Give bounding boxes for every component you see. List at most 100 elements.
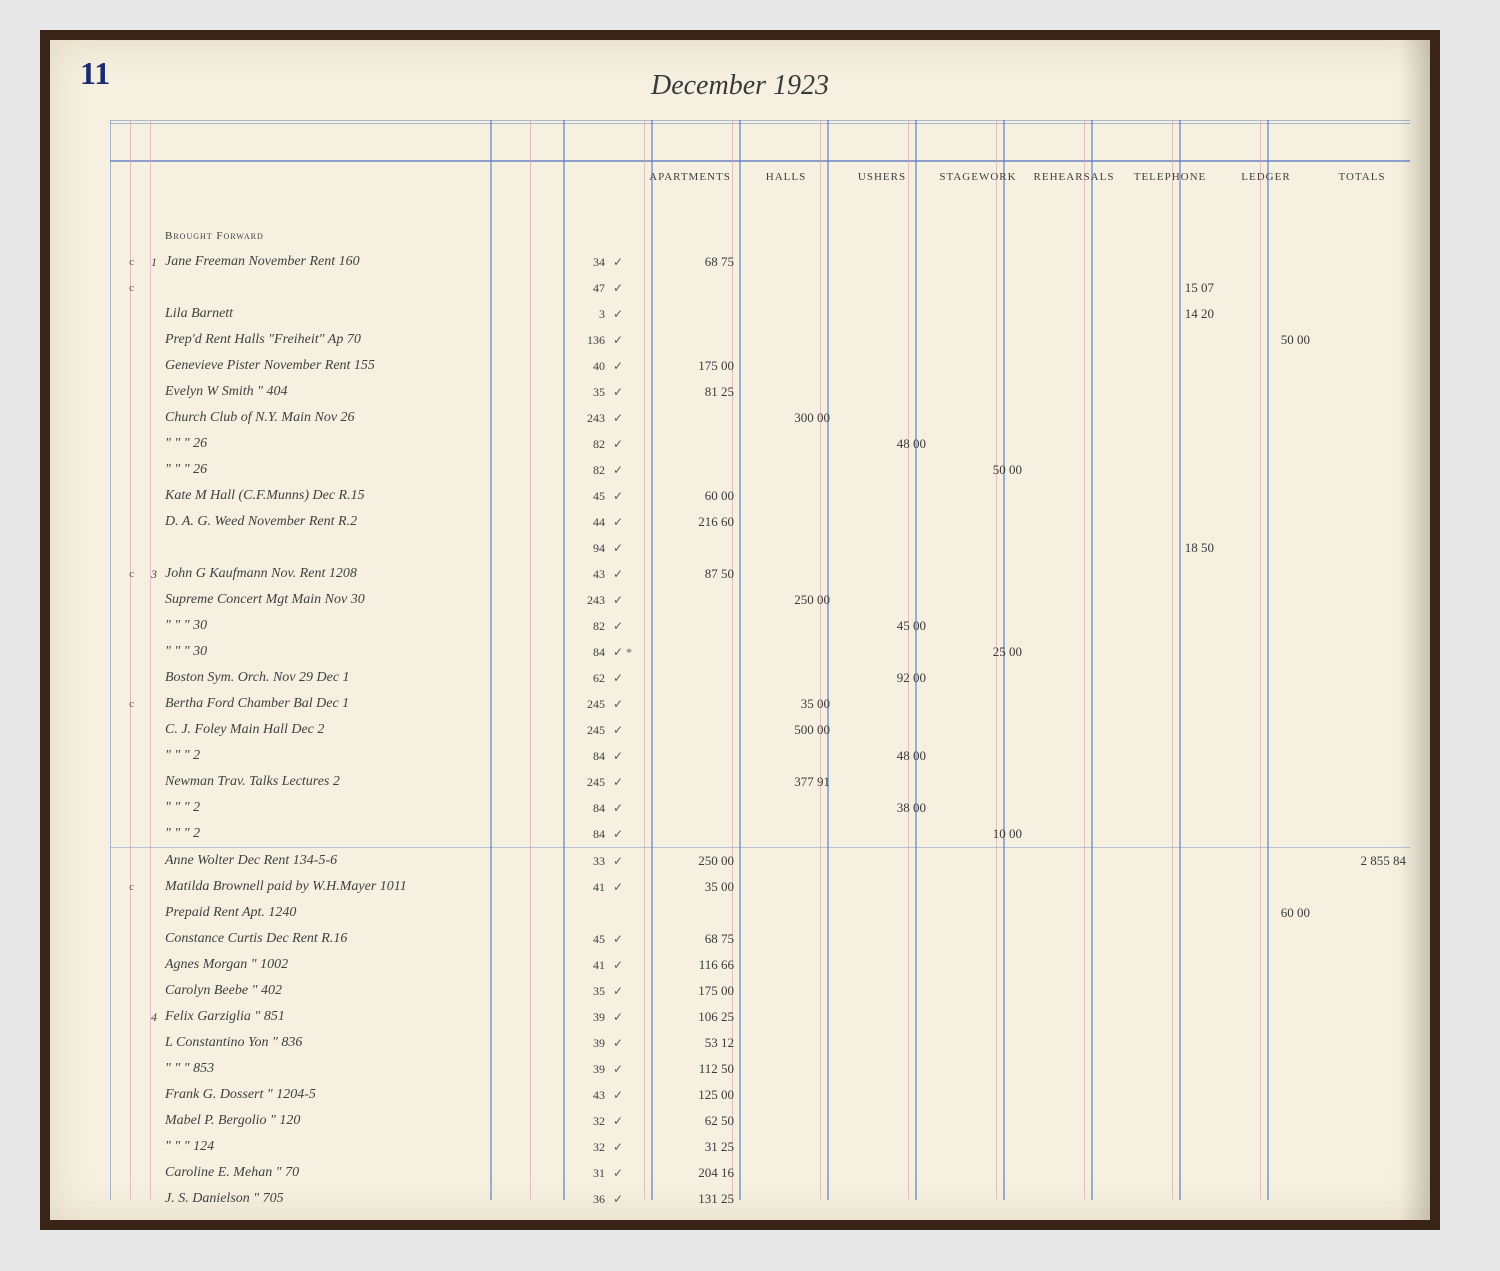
- cell-stagework: [930, 926, 1026, 952]
- cell-stagework: [930, 1030, 1026, 1056]
- cell-telephone: 2 00: [1122, 1212, 1218, 1220]
- ledger-row: C. J. Foley Main Hall Dec 2245✓500 00: [110, 717, 1410, 743]
- cell-telephone: [1122, 691, 1218, 717]
- cell-chk: ✓: [609, 587, 642, 613]
- cell-num: [138, 769, 161, 795]
- cell-stagework: [930, 509, 1026, 535]
- cell-stagework: [930, 795, 1026, 821]
- cell-margin: c: [110, 561, 138, 587]
- cell-chk: ✓: [609, 1004, 642, 1030]
- cell-ref: 84: [561, 743, 609, 769]
- cell-totals: [1314, 952, 1410, 978]
- cell-margin: [110, 743, 138, 769]
- cell-apartments: [642, 535, 738, 561]
- cell-num: [138, 926, 161, 952]
- cell-ledger: [1218, 639, 1314, 665]
- cell-num: [138, 379, 161, 405]
- cell-num: [138, 821, 161, 848]
- cell-halls: [738, 795, 834, 821]
- cell-desc: L Constantino Yon " 836: [161, 1030, 561, 1056]
- cell-telephone: [1122, 587, 1218, 613]
- cell-ref: 35: [561, 379, 609, 405]
- cell-ushers: [834, 535, 930, 561]
- cell-rehearsals: [1026, 509, 1122, 535]
- cell-ledger: [1218, 405, 1314, 431]
- cell-chk: ✓: [609, 353, 642, 379]
- cell-stagework: [930, 1186, 1026, 1212]
- cell-rehearsals: [1026, 405, 1122, 431]
- ledger-row: " " " 85339✓112 50: [110, 1056, 1410, 1082]
- cell-margin: c: [110, 249, 138, 275]
- cell-telephone: [1122, 639, 1218, 665]
- ledger-row: " " " 2682✓48 00: [110, 431, 1410, 457]
- cell-ledger: [1218, 821, 1314, 848]
- cell-chk: ✓: [609, 874, 642, 900]
- cell-totals: [1314, 717, 1410, 743]
- cell-ledger: 50 00: [1218, 327, 1314, 353]
- ledger-row: " " " 3084✓ *25 00: [110, 639, 1410, 665]
- cell-ref: [561, 900, 609, 926]
- cell-halls: 500 00: [738, 717, 834, 743]
- cell-num: [138, 691, 161, 717]
- cell-ushers: [834, 483, 930, 509]
- cell-telephone: [1122, 509, 1218, 535]
- cell-num: [138, 848, 161, 875]
- cell-chk: ✓: [609, 821, 642, 848]
- cell-chk: ✓: [609, 952, 642, 978]
- ledger-row: Agnes Morgan " 100241✓116 66: [110, 952, 1410, 978]
- cell-halls: [738, 275, 834, 301]
- cell-num: [138, 1186, 161, 1212]
- cell-rehearsals: [1026, 1212, 1122, 1220]
- cell-telephone: [1122, 353, 1218, 379]
- cell-ushers: [834, 1108, 930, 1134]
- cell-ledger: [1218, 431, 1314, 457]
- cell-apartments: [642, 639, 738, 665]
- cell-num: [138, 405, 161, 431]
- cell-telephone: [1122, 1160, 1218, 1186]
- page-title: December 1923: [50, 70, 1430, 102]
- cell-totals: [1314, 561, 1410, 587]
- cell-margin: [110, 1056, 138, 1082]
- cell-stagework: 25 00: [930, 639, 1026, 665]
- cell-desc: [161, 275, 561, 301]
- cell-apartments: 35 00: [642, 874, 738, 900]
- cell-ref: 84: [561, 821, 609, 848]
- cell-chk: ✓: [609, 1160, 642, 1186]
- cell-ledger: [1218, 535, 1314, 561]
- cell-halls: 35 00: [738, 691, 834, 717]
- cell-ledger: [1218, 743, 1314, 769]
- cell-telephone: [1122, 1030, 1218, 1056]
- cell-halls: [738, 1082, 834, 1108]
- cell-rehearsals: [1026, 821, 1122, 848]
- cell-halls: [738, 353, 834, 379]
- cell-chk: ✓: [609, 978, 642, 1004]
- cell-ushers: 38 00: [834, 795, 930, 821]
- cell-desc: Evelyn W Smith " 404: [161, 379, 561, 405]
- cell-ref: 32: [561, 1108, 609, 1134]
- cell-desc: J. S. Danielson " 705: [161, 1186, 561, 1212]
- cell-halls: [738, 978, 834, 1004]
- cell-ref: 82: [561, 457, 609, 483]
- cell-desc: Newman Trav. Talks Lectures 2: [161, 769, 561, 795]
- cell-stagework: [930, 978, 1026, 1004]
- cell-telephone: [1122, 1056, 1218, 1082]
- cell-rehearsals: [1026, 1056, 1122, 1082]
- cell-rehearsals: [1026, 691, 1122, 717]
- cell-telephone: [1122, 821, 1218, 848]
- cell-apartments: 106 25: [642, 1004, 738, 1030]
- cell-desc: " " " 2: [161, 795, 561, 821]
- cell-margin: [110, 535, 138, 561]
- cell-ledger: [1218, 1030, 1314, 1056]
- cell-totals: [1314, 900, 1410, 926]
- cell-stagework: [930, 535, 1026, 561]
- ledger-row: 4Felix Garziglia " 85139✓106 25: [110, 1004, 1410, 1030]
- cell-ledger: [1218, 665, 1314, 691]
- cell-apartments: [642, 821, 738, 848]
- cell-totals: [1314, 1030, 1410, 1056]
- cell-ledger: [1218, 587, 1314, 613]
- cell-margin: [110, 1212, 138, 1220]
- cell-ref: 31: [561, 1160, 609, 1186]
- cell-num: [138, 1160, 161, 1186]
- cell-chk: ✓: [609, 301, 642, 327]
- cell-ledger: [1218, 509, 1314, 535]
